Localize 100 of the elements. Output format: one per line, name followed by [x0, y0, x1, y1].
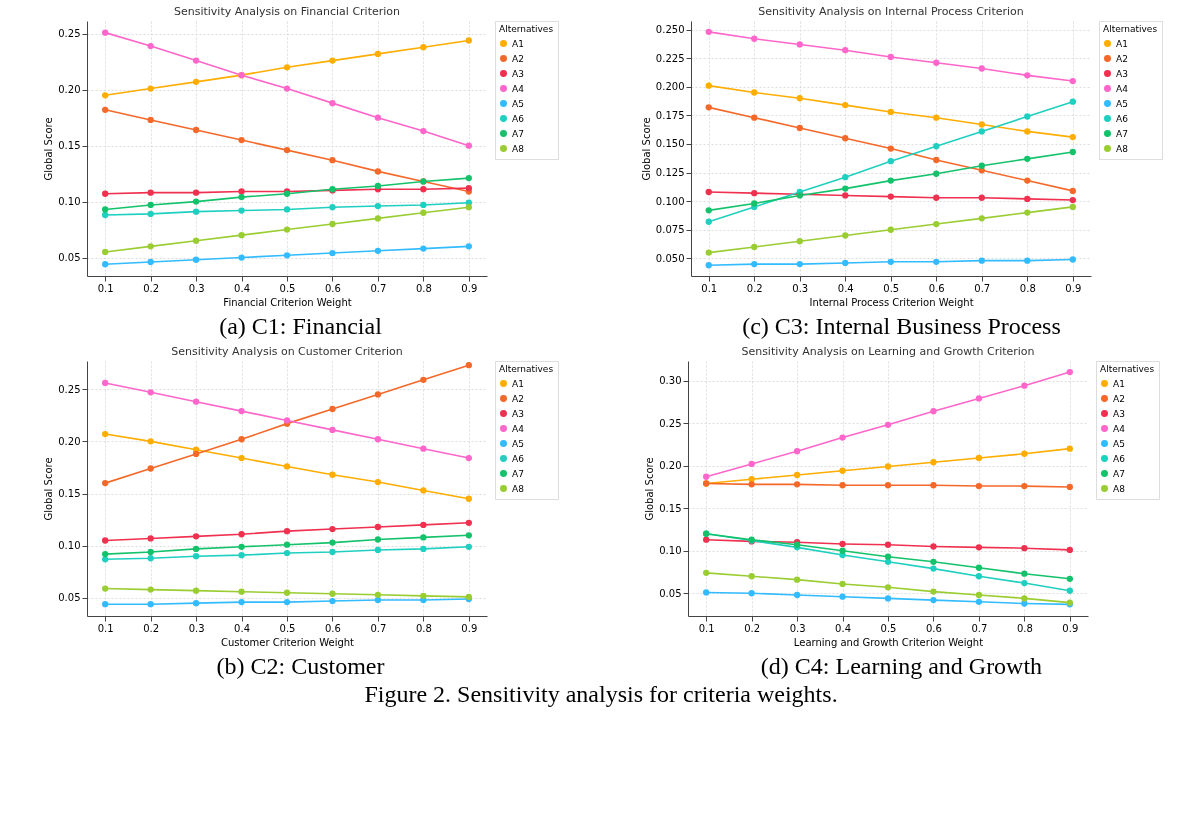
- point: [283, 226, 290, 233]
- point: [237, 551, 245, 559]
- point: [978, 121, 985, 128]
- point: [1066, 587, 1073, 594]
- chart-title: Sensitivity Analysis on Customer Criterion: [170, 344, 403, 358]
- legend-label: A1: [511, 378, 524, 389]
- point: [328, 204, 336, 211]
- point: [101, 550, 108, 558]
- y-tick-label: 0.05: [658, 587, 681, 599]
- point: [465, 174, 472, 182]
- x-tick-label: 0.4: [834, 622, 851, 634]
- point: [796, 41, 803, 48]
- point: [192, 57, 199, 64]
- legend-label: A1: [1112, 378, 1125, 389]
- point: [887, 157, 894, 165]
- point: [237, 407, 245, 415]
- point: [978, 128, 985, 135]
- point: [465, 243, 472, 250]
- point: [1020, 579, 1028, 587]
- point: [1023, 128, 1030, 135]
- point: [1069, 148, 1076, 156]
- y-tick-label: 0.20: [57, 84, 80, 96]
- point: [283, 206, 290, 213]
- point: [1020, 570, 1028, 577]
- x-tick-label: 0.8: [1016, 622, 1033, 634]
- point: [283, 549, 290, 557]
- point: [237, 207, 245, 214]
- point: [841, 135, 848, 142]
- point: [978, 257, 985, 264]
- point: [328, 597, 336, 605]
- point: [1023, 72, 1030, 79]
- point: [705, 249, 712, 256]
- text: (b) C2: Customer: [216, 652, 385, 680]
- x-tick-label: 0.5: [279, 622, 295, 634]
- point: [465, 495, 472, 502]
- y-tick-label: 0.10: [57, 540, 80, 552]
- legend-label: A4: [511, 83, 524, 94]
- point: [146, 465, 154, 472]
- point: [192, 545, 199, 553]
- point: [374, 523, 381, 531]
- point: [884, 421, 891, 428]
- x-tick-label: 0.2: [142, 282, 159, 294]
- y-tick-label: 0.15: [57, 140, 80, 152]
- point: [887, 193, 894, 200]
- point: [419, 186, 427, 193]
- point: [887, 258, 894, 265]
- point: [932, 114, 939, 121]
- point: [975, 573, 982, 580]
- point: [975, 564, 982, 571]
- point: [796, 124, 803, 132]
- point: [146, 555, 154, 562]
- legend-title: Alternatives: [498, 364, 553, 374]
- point: [932, 220, 939, 228]
- point: [237, 598, 245, 606]
- point: [101, 430, 108, 438]
- point: [419, 521, 427, 529]
- point: [750, 200, 757, 207]
- point: [975, 544, 982, 551]
- point: [192, 450, 199, 458]
- x-tick-label: 0.3: [791, 282, 808, 294]
- x-tick-label: 0.7: [970, 622, 987, 634]
- point: [1069, 196, 1076, 204]
- x-tick-label: 0.8: [1019, 282, 1036, 294]
- x-tick-label: 0.2: [746, 282, 763, 294]
- point: [887, 226, 894, 233]
- point: [192, 553, 199, 560]
- point: [374, 215, 381, 222]
- point: [932, 156, 939, 164]
- point: [465, 454, 472, 462]
- point: [419, 445, 427, 452]
- point: [793, 481, 800, 488]
- point: [328, 426, 336, 434]
- point: [146, 201, 154, 209]
- legend-label: A4: [1115, 83, 1128, 94]
- point: [929, 558, 937, 565]
- caption: Figure 2. Sensitivity analysis for criteria weights.: [364, 681, 838, 707]
- point: [374, 436, 381, 443]
- point: [884, 553, 891, 560]
- point: [374, 536, 381, 543]
- point: [1066, 445, 1073, 452]
- point: [465, 543, 472, 550]
- point: [374, 182, 381, 190]
- point: [328, 405, 336, 413]
- point: [283, 527, 290, 535]
- point: [702, 536, 709, 543]
- point: [101, 379, 108, 387]
- x-axis-title: Learning and Growth Criterion Weight: [793, 636, 983, 648]
- x-axis-title: Financial Criterion Weight: [222, 296, 352, 308]
- point: [146, 116, 154, 124]
- x-tick-label: 0.9: [1064, 282, 1081, 294]
- point: [419, 545, 427, 553]
- point: [237, 436, 245, 443]
- point: [975, 454, 982, 462]
- point: [146, 438, 154, 445]
- point: [328, 99, 336, 107]
- point: [192, 398, 199, 405]
- point: [796, 95, 803, 102]
- point: [146, 258, 154, 266]
- point: [283, 64, 290, 71]
- legend-label: A8: [1115, 143, 1128, 154]
